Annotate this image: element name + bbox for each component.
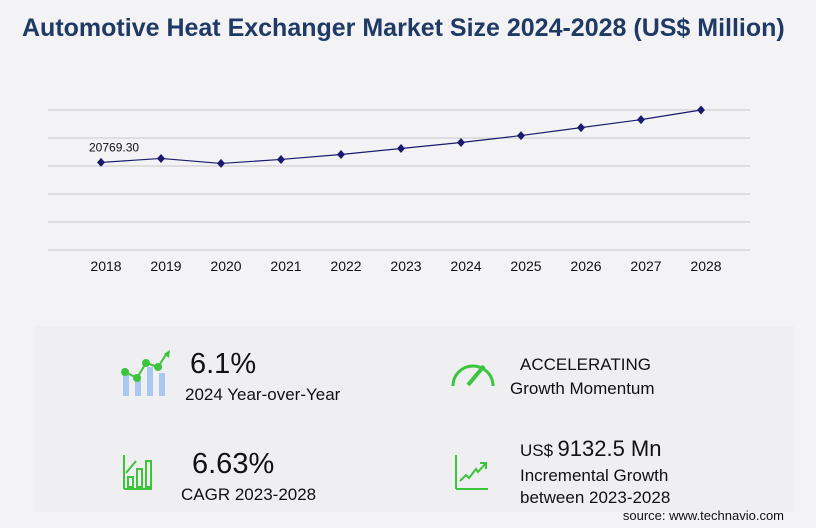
data-point — [277, 154, 285, 164]
bar-chart-icon — [123, 455, 152, 490]
cagr-label: CAGR 2023-2028 — [181, 485, 317, 504]
incremental-value: US$ 9132.5 Mn — [520, 436, 662, 462]
incremental-label-1: Incremental Growth — [520, 466, 669, 485]
data-point — [517, 131, 525, 141]
x-tick-label: 2020 — [210, 258, 241, 274]
incremental-amount: 9132.5 Mn — [557, 436, 662, 461]
stats-panel — [34, 326, 794, 512]
x-tick-label: 2025 — [510, 258, 541, 274]
yoy-value: 6.1% — [190, 348, 257, 380]
trend-up-icon — [455, 455, 488, 490]
momentum-label: Growth Momentum — [510, 379, 655, 398]
x-tick-label: 2024 — [450, 258, 481, 274]
growth-bar-chart-icon — [121, 350, 170, 396]
data-point — [577, 123, 585, 133]
currency-prefix: US$ — [520, 441, 554, 460]
data-label: 20769.30 — [89, 140, 139, 154]
data-point — [397, 144, 405, 154]
data-point — [457, 138, 465, 148]
x-tick-label: 2023 — [390, 258, 421, 274]
series-line — [100, 109, 702, 165]
chart-title: Automotive Heat Exchanger Market Size 20… — [22, 14, 785, 42]
data-point — [697, 105, 705, 115]
incremental-label-2: between 2023-2028 — [520, 488, 671, 507]
x-tick-label: 2022 — [330, 258, 361, 274]
speedometer-icon — [451, 364, 495, 387]
data-point — [217, 158, 225, 168]
cagr-value: 6.63% — [192, 448, 275, 480]
x-tick-label: 2021 — [270, 258, 301, 274]
x-tick-label: 2028 — [690, 258, 721, 274]
source-note: source: www.technavio.com — [622, 508, 784, 523]
data-point — [637, 115, 645, 125]
x-tick-label: 2018 — [90, 258, 121, 274]
data-point — [97, 157, 105, 167]
yoy-label: 2024 Year-over-Year — [185, 385, 341, 404]
line-chart: 2018 2019 2020 2021 2022 2023 2024 2025 2026 2027… — [48, 105, 750, 274]
momentum-value: ACCELERATING — [520, 355, 651, 374]
x-tick-label: 2026 — [570, 258, 601, 274]
x-tick-label: 2019 — [150, 258, 181, 274]
data-point — [337, 149, 345, 159]
x-tick-label: 2027 — [630, 258, 661, 274]
data-point — [157, 153, 165, 163]
